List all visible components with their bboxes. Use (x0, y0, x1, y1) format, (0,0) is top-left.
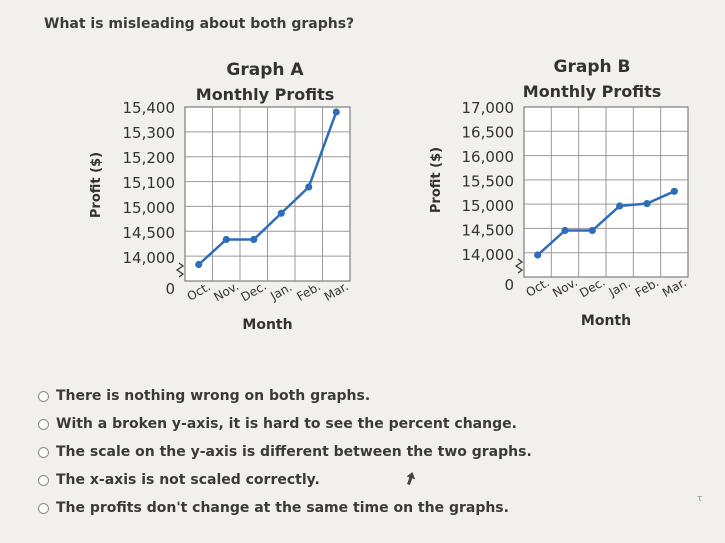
radio-button[interactable] (38, 446, 49, 458)
choice-1[interactable]: With a broken y-axis, it is hard to see … (38, 410, 532, 438)
data-point (195, 260, 203, 269)
axis-break (514, 258, 524, 274)
x-tick-label: Jan. (606, 276, 633, 300)
y-tick-label: 15,000 (123, 199, 176, 217)
chart-title: Graph A (226, 60, 304, 80)
y-tick-label: 16,000 (462, 148, 515, 166)
choice-2[interactable]: The scale on the y-axis is different bet… (38, 438, 532, 466)
x-tick-label: Mar. (660, 275, 689, 300)
x-tick-label: Dec. (577, 275, 607, 301)
y-tick-label: 14,000 (123, 249, 176, 267)
data-point (643, 199, 651, 208)
series-line (197, 111, 338, 266)
data-point (561, 226, 569, 235)
data-point (616, 202, 624, 210)
y-tick-label: 15,000 (462, 197, 515, 215)
choice-4[interactable]: The profits don't change at the same tim… (38, 494, 532, 522)
y-axis-label: Profit ($) (429, 147, 444, 213)
y-tick-label: 15,500 (462, 173, 515, 191)
question-text: What is misleading about both graphs? (44, 16, 355, 32)
radio-button[interactable] (38, 474, 49, 486)
y-tick-label: 16,500 (462, 124, 515, 142)
y-tick-label: 15,200 (123, 149, 176, 167)
x-axis-label: Month (242, 317, 292, 333)
chart-title: Graph B (554, 57, 631, 77)
x-tick-label: Oct. (524, 275, 552, 299)
radio-button[interactable] (38, 502, 49, 514)
choice-label: The scale on the y-axis is different bet… (56, 444, 532, 460)
y-tick-label: 0 (165, 280, 175, 298)
data-point (250, 235, 258, 244)
y-tick-label: 17,000 (462, 99, 515, 117)
chart-subtitle: Monthly Profits (523, 82, 661, 101)
choice-label: The x-axis is not scaled correctly. (56, 472, 320, 488)
choice-0[interactable]: There is nothing wrong on both graphs. (38, 382, 532, 410)
choice-label: The profits don't change at the same tim… (56, 500, 509, 516)
choice-label: There is nothing wrong on both graphs. (56, 388, 371, 404)
answer-choices: There is nothing wrong on both graphs. W… (38, 382, 532, 522)
y-tick-label: 15,300 (123, 124, 176, 142)
data-point (332, 108, 340, 116)
y-tick-label: 14,500 (462, 222, 515, 240)
data-point (222, 235, 230, 244)
axis-break (175, 262, 185, 278)
y-axis-label: Profit ($) (89, 152, 104, 218)
x-tick-label: Feb. (633, 275, 662, 300)
data-point (588, 226, 596, 235)
data-point (670, 187, 678, 195)
radio-button[interactable] (38, 390, 49, 402)
chart-subtitle: Monthly Profits (196, 85, 334, 104)
data-point (277, 209, 285, 217)
series-line (536, 190, 675, 256)
corner-glyph: τ (697, 494, 703, 504)
data-point (534, 251, 542, 259)
mouse-cursor-icon (406, 472, 416, 485)
data-point (305, 183, 313, 191)
y-tick-label: 14,500 (123, 224, 176, 242)
choice-3[interactable]: The x-axis is not scaled correctly. (38, 466, 532, 494)
y-tick-label: 0 (504, 276, 514, 294)
y-tick-label: 15,400 (123, 99, 176, 117)
y-tick-label: 15,100 (123, 174, 176, 192)
radio-button[interactable] (38, 418, 49, 430)
choice-label: With a broken y-axis, it is hard to see … (56, 416, 517, 432)
x-tick-label: Nov. (550, 275, 580, 300)
x-axis-label: Month (581, 313, 631, 329)
y-tick-label: 14,000 (462, 246, 515, 264)
